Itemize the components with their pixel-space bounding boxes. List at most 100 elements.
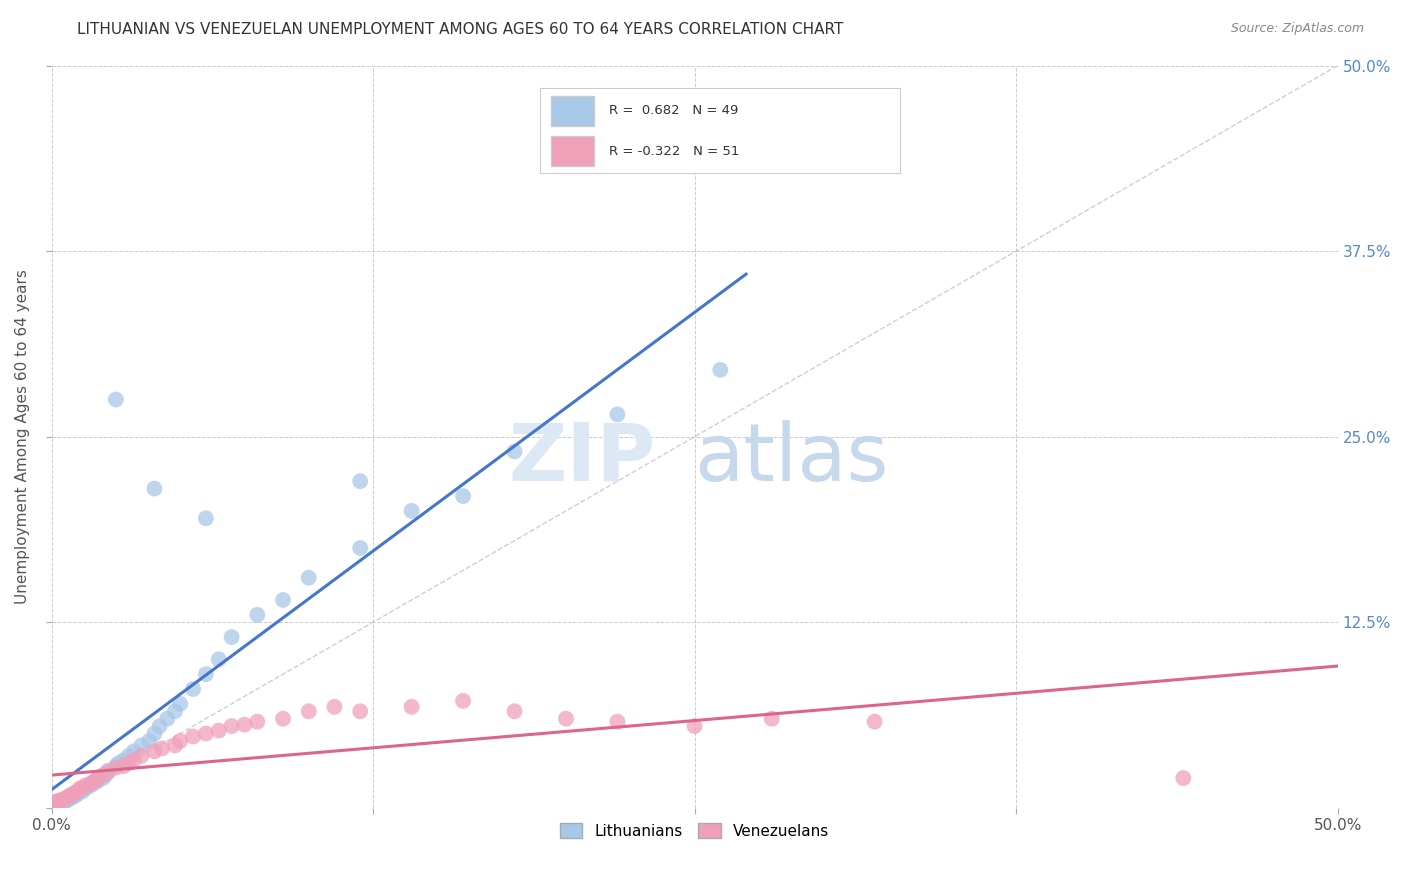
Point <box>112 753 135 767</box>
Point <box>41 801 63 815</box>
Point <box>58 792 80 806</box>
Point <box>118 748 141 763</box>
Point <box>72 784 94 798</box>
Point <box>246 607 269 622</box>
Point <box>79 779 101 793</box>
Point <box>53 793 76 807</box>
Point <box>87 771 110 785</box>
Point <box>606 714 628 729</box>
Point <box>84 774 107 789</box>
Point <box>97 765 120 780</box>
Point <box>48 793 70 807</box>
Point <box>606 408 628 422</box>
Point <box>181 681 204 696</box>
Point <box>41 797 63 811</box>
Point <box>323 699 346 714</box>
Point <box>107 756 129 771</box>
Y-axis label: Unemployment Among Ages 60 to 64 years: Unemployment Among Ages 60 to 64 years <box>15 269 30 604</box>
Point <box>53 795 76 809</box>
Point <box>246 714 269 729</box>
Text: ZIP: ZIP <box>509 420 657 498</box>
Point <box>503 444 526 458</box>
Point <box>761 712 783 726</box>
Point <box>73 779 96 793</box>
Point <box>138 734 160 748</box>
Point <box>87 774 110 789</box>
Point <box>94 768 117 782</box>
Point <box>143 726 166 740</box>
Point <box>169 734 191 748</box>
Point <box>150 741 173 756</box>
Point <box>208 723 231 738</box>
Point <box>194 726 217 740</box>
Point <box>51 793 73 807</box>
Point <box>45 797 67 812</box>
Point <box>72 781 94 796</box>
Point <box>91 768 114 782</box>
Point <box>76 780 98 794</box>
Point <box>271 712 294 726</box>
Legend: Lithuanians, Venezuelans: Lithuanians, Venezuelans <box>554 816 835 845</box>
Text: LITHUANIAN VS VENEZUELAN UNEMPLOYMENT AMONG AGES 60 TO 64 YEARS CORRELATION CHAR: LITHUANIAN VS VENEZUELAN UNEMPLOYMENT AM… <box>77 22 844 37</box>
Point <box>181 730 204 744</box>
Point <box>63 789 86 803</box>
Point <box>169 697 191 711</box>
Point <box>58 789 80 803</box>
Point <box>163 704 186 718</box>
Point <box>683 719 706 733</box>
Point <box>233 717 256 731</box>
Point <box>82 777 104 791</box>
Text: atlas: atlas <box>695 420 889 498</box>
Point <box>91 771 114 785</box>
Point <box>451 489 474 503</box>
Point <box>156 712 179 726</box>
Point <box>555 712 578 726</box>
Point <box>503 704 526 718</box>
Point <box>148 719 170 733</box>
Point <box>451 694 474 708</box>
Point <box>41 799 63 814</box>
Point <box>1173 771 1195 785</box>
Point <box>73 781 96 796</box>
Point <box>84 774 107 789</box>
Point <box>208 652 231 666</box>
Point <box>60 790 83 805</box>
Point <box>143 482 166 496</box>
Point <box>349 474 371 488</box>
Point <box>131 739 153 753</box>
Point <box>863 714 886 729</box>
Point <box>118 756 141 771</box>
Point <box>143 744 166 758</box>
Point <box>104 759 127 773</box>
Point <box>45 795 67 809</box>
Point <box>131 748 153 763</box>
Point <box>97 764 120 778</box>
Point <box>51 795 73 809</box>
Point <box>66 784 89 798</box>
Point <box>41 801 63 815</box>
Point <box>122 744 145 758</box>
Point <box>41 797 63 812</box>
Point <box>66 786 89 800</box>
Point <box>122 753 145 767</box>
Point <box>349 704 371 718</box>
Point <box>104 392 127 407</box>
Point <box>41 795 63 809</box>
Point <box>349 541 371 555</box>
Point <box>56 790 79 805</box>
Point <box>79 777 101 791</box>
Point <box>41 799 63 814</box>
Point <box>221 630 243 644</box>
Point <box>41 797 63 812</box>
Point <box>221 719 243 733</box>
Point <box>194 667 217 681</box>
Point <box>401 699 423 714</box>
Point <box>112 759 135 773</box>
Text: Source: ZipAtlas.com: Source: ZipAtlas.com <box>1230 22 1364 36</box>
Point <box>163 739 186 753</box>
Point <box>66 788 89 802</box>
Point <box>104 761 127 775</box>
Point <box>298 571 321 585</box>
Point <box>298 704 321 718</box>
Point <box>709 363 731 377</box>
